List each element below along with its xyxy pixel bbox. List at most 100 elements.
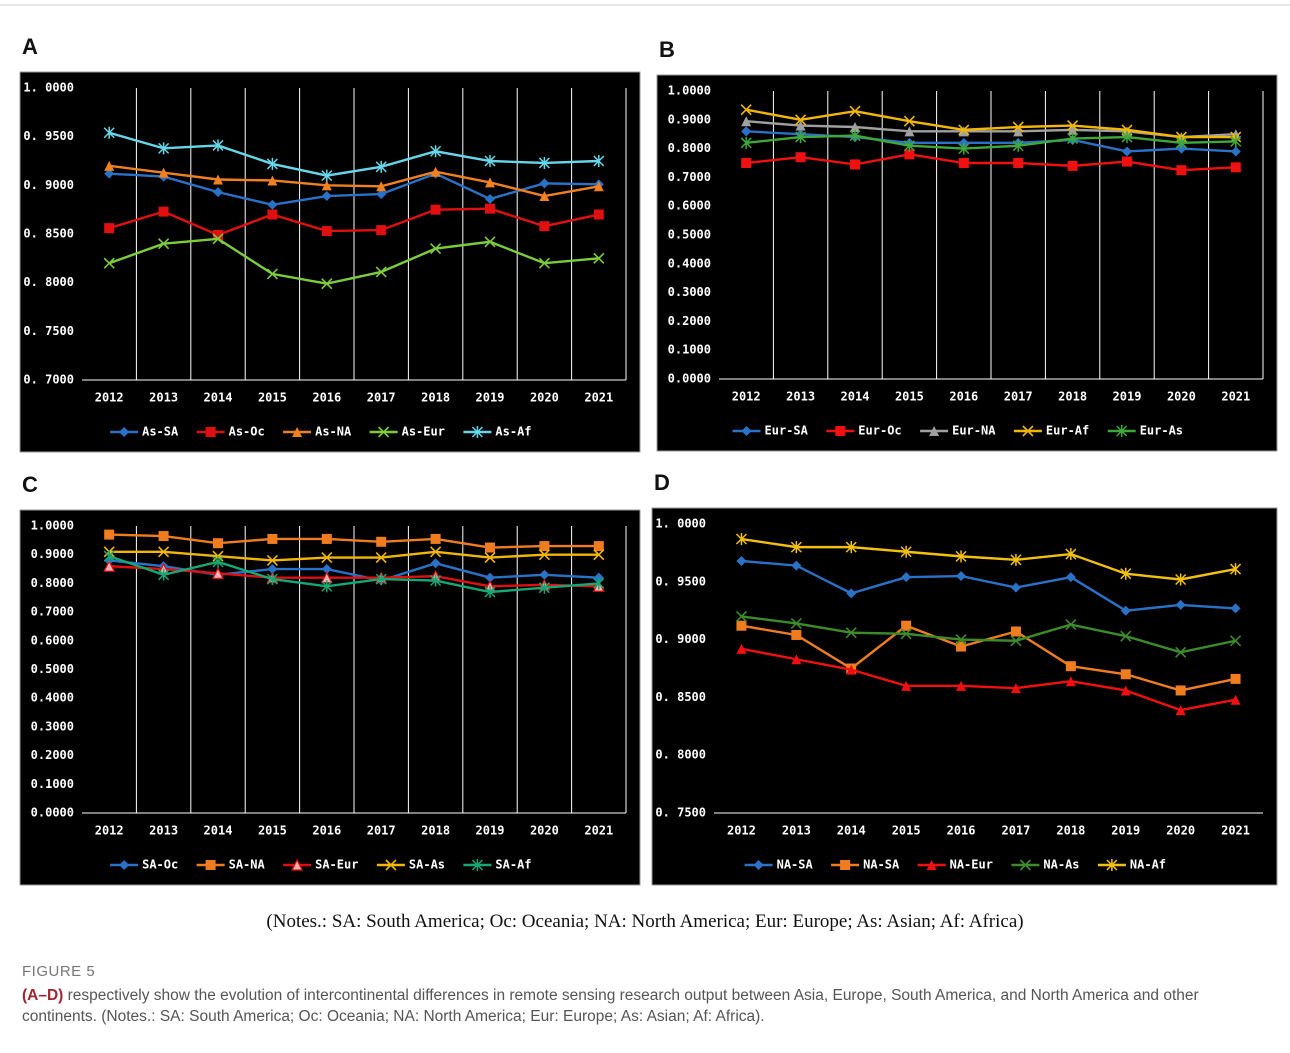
marker xyxy=(1067,124,1078,135)
marker xyxy=(212,233,224,245)
y-tick-label: 0.1000 xyxy=(31,777,74,791)
marker xyxy=(1120,630,1132,642)
marker xyxy=(158,142,170,155)
marker xyxy=(212,567,224,579)
x-tick-label: 2016 xyxy=(312,824,341,838)
marker xyxy=(158,531,169,542)
marker xyxy=(158,206,169,217)
panel-letter: C xyxy=(22,472,38,497)
marker xyxy=(903,115,915,127)
x-tick-label: 2013 xyxy=(786,390,815,404)
marker xyxy=(430,574,442,587)
y-tick-label: 0.2000 xyxy=(31,748,74,762)
y-tick-label: 0.2000 xyxy=(668,314,711,328)
x-tick-label: 2017 xyxy=(1001,824,1030,838)
marker xyxy=(791,654,802,665)
x-tick-label: 2014 xyxy=(204,391,233,405)
x-tick-label: 2019 xyxy=(476,824,505,838)
y-tick-label: 0.6000 xyxy=(31,633,74,647)
marker xyxy=(741,116,752,127)
marker xyxy=(958,142,970,155)
marker xyxy=(849,129,861,142)
marker xyxy=(212,139,224,152)
marker xyxy=(321,580,333,593)
marker xyxy=(103,550,115,563)
marker xyxy=(484,586,496,599)
marker xyxy=(901,572,912,583)
y-tick-label: 1. 0000 xyxy=(655,517,706,531)
legend-label: Eur-SA xyxy=(765,424,809,438)
y-tick-label: 0.7000 xyxy=(31,605,74,619)
marker xyxy=(104,168,115,179)
y-tick-label: 0. 9000 xyxy=(23,178,74,192)
marker xyxy=(958,124,970,136)
marker xyxy=(1013,158,1024,168)
marker xyxy=(375,266,387,278)
chart-panel: B 0.0000 0.1000 0.2000 0.3000 0.4000 0.5000 0.6… xyxy=(656,37,1278,452)
marker xyxy=(593,209,604,220)
marker xyxy=(484,155,496,167)
y-tick-label: 1.0000 xyxy=(31,519,74,533)
marker xyxy=(1065,619,1077,631)
marker xyxy=(740,104,752,116)
legend-label: NA-SA xyxy=(777,858,814,872)
chart-panel: C 0.0000 0.1000 0.2000 0.3000 0.4000 0.5000 0.6… xyxy=(19,472,641,886)
marker xyxy=(104,160,115,171)
figure-notes: (Notes.: SA: South America; Oc: Oceania;… xyxy=(266,911,1024,932)
x-tick-label: 2015 xyxy=(258,391,287,405)
caption-text: respectively show the evolution of inter… xyxy=(22,987,1199,1025)
marker xyxy=(593,541,604,552)
marker xyxy=(1010,635,1022,647)
y-tick-label: 0. 9500 xyxy=(655,574,706,588)
marker xyxy=(735,533,747,546)
x-tick-label: 2021 xyxy=(1221,824,1250,838)
marker xyxy=(205,427,216,437)
marker xyxy=(791,629,802,640)
caption-lead: (A–D) xyxy=(22,987,64,1004)
panel-letter: B xyxy=(659,37,675,62)
marker xyxy=(430,533,441,544)
marker xyxy=(321,278,333,290)
x-tick-label: 2016 xyxy=(949,390,978,404)
marker xyxy=(1067,119,1079,132)
marker xyxy=(376,181,387,192)
marker xyxy=(846,588,857,599)
marker xyxy=(430,145,442,158)
x-tick-label: 2016 xyxy=(312,391,341,405)
marker xyxy=(119,860,130,870)
marker xyxy=(103,257,115,269)
marker xyxy=(849,105,861,117)
marker xyxy=(291,858,304,871)
legend-label: Eur-NA xyxy=(952,424,996,438)
marker xyxy=(158,167,169,178)
series-line xyxy=(745,108,1236,139)
series-line xyxy=(109,533,599,549)
marker xyxy=(795,114,807,126)
marker xyxy=(1065,661,1076,672)
y-tick-label: 1. 0000 xyxy=(23,81,74,95)
chart-panel: A 0. 7000 0. 7500 0. 8000 0. 8500 0. 9000 0. 9… xyxy=(19,34,641,453)
marker xyxy=(795,152,806,163)
figure: A 0. 7000 0. 7500 0. 8000 0. 8500 0. 9000 0. 9… xyxy=(0,4,1290,886)
marker xyxy=(593,577,605,590)
marker xyxy=(1019,859,1031,871)
marker xyxy=(1010,582,1021,593)
marker xyxy=(1175,136,1187,149)
series-line xyxy=(109,172,599,207)
x-tick-label: 2012 xyxy=(95,824,124,838)
marker xyxy=(1120,669,1131,680)
x-tick-label: 2013 xyxy=(782,824,811,838)
x-tick-label: 2013 xyxy=(149,391,178,405)
series-line xyxy=(109,564,599,588)
marker xyxy=(266,573,278,586)
x-tick-label: 2012 xyxy=(732,390,761,404)
marker xyxy=(485,193,495,204)
marker xyxy=(321,180,332,191)
y-tick-label: 0.1000 xyxy=(668,343,711,357)
marker xyxy=(378,426,390,438)
series-line xyxy=(109,164,600,198)
marker xyxy=(741,126,752,137)
y-tick-label: 0.3000 xyxy=(31,719,74,733)
y-tick-label: 0.9000 xyxy=(31,547,74,561)
x-tick-label: 2018 xyxy=(421,391,450,405)
